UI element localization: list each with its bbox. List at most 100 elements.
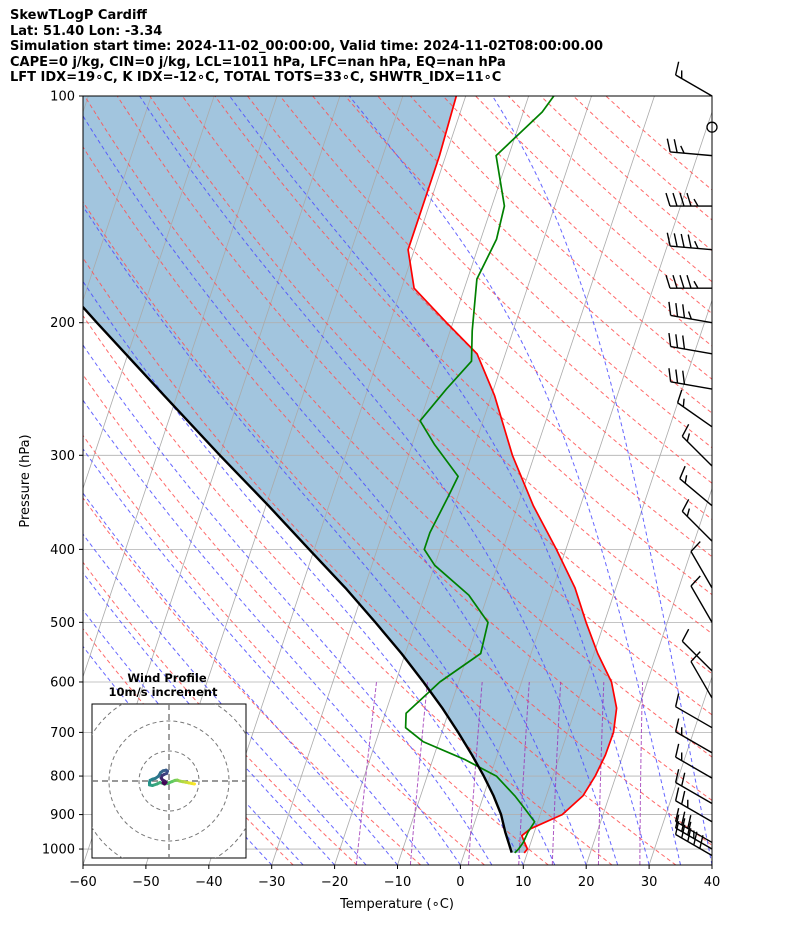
x-tick-label: 10 (515, 875, 532, 890)
barb-flag (673, 233, 678, 247)
barb-flag (682, 370, 686, 385)
moist-adiabat (83, 205, 556, 865)
y-tick-label: 300 (50, 449, 75, 464)
x-tick-label: −40 (195, 875, 222, 890)
barb-shaft (690, 551, 713, 589)
wind-barb (665, 192, 712, 207)
barb-flag (665, 192, 671, 207)
isotherm-line (83, 96, 89, 114)
wind-barbs (665, 61, 718, 857)
barb-flag (684, 475, 688, 484)
wind-barb (668, 368, 713, 390)
axis-ticks: −60 −50 −40 −30 −20 −10 0 10 20 30 40 100 200 300 400 5… (42, 90, 720, 891)
isotherm-line (83, 96, 278, 679)
profile-lines (83, 96, 618, 854)
dry-adiabat (83, 314, 613, 865)
hodograph-ring (138, 750, 200, 812)
wind-barb (665, 275, 712, 289)
dry-adiabats (83, 96, 712, 865)
y-tick-label: 600 (50, 675, 75, 690)
barb-shaft (690, 585, 713, 623)
wind-barb (674, 61, 713, 97)
barb-flag (674, 814, 680, 829)
dry-adiabat (377, 96, 712, 414)
x-tick-label: −30 (258, 875, 285, 890)
mixing-ratio-line (468, 681, 483, 865)
moist-adiabat (83, 609, 304, 865)
moist-adiabat (83, 492, 398, 865)
isotherm-line (83, 96, 152, 302)
barb-flag (674, 743, 680, 758)
wind-barb (674, 808, 713, 844)
barb-flag (679, 465, 686, 479)
barb-flag (693, 198, 699, 207)
barb-flag (679, 275, 685, 289)
calm-wind-circle (706, 121, 718, 133)
hodograph-ring (108, 720, 230, 842)
wind-barb (706, 121, 718, 133)
wind-barb (674, 769, 713, 805)
barb-flag (686, 275, 692, 289)
barb-flag (690, 651, 701, 663)
barb-flag (675, 369, 679, 384)
hodograph-content (92, 704, 246, 858)
barb-shaft (675, 706, 713, 729)
mixing-ratio-line (409, 681, 428, 865)
wind-barb (690, 575, 713, 623)
barb-flag (686, 508, 691, 517)
dry-adiabat (247, 96, 712, 558)
barb-flag (682, 398, 685, 407)
isotherm-line (585, 487, 712, 865)
dry-adiabat (83, 373, 549, 865)
x-tick-label: −10 (384, 875, 411, 890)
mixing-ratio-line (597, 681, 605, 865)
dry-adiabat (83, 200, 712, 846)
barb-flag (681, 811, 686, 826)
y-tick-label: 100 (50, 90, 75, 105)
isotherm-line (397, 96, 655, 865)
x-tick-label: −60 (69, 875, 96, 890)
barb-flag (686, 192, 692, 207)
barb-flag (674, 718, 680, 732)
barb-flag (674, 787, 680, 801)
moist-adiabat (139, 96, 619, 865)
y-tick-label: 800 (50, 770, 75, 785)
wind-barb (681, 499, 713, 542)
barb-flag (687, 821, 692, 836)
wind-barb (676, 389, 713, 428)
y-tick-label: 200 (50, 316, 75, 331)
barb-flag (666, 138, 671, 153)
dry-adiabat (84, 96, 712, 758)
barb-flag (672, 275, 678, 289)
isotherm-line (208, 96, 467, 865)
temperature-line (407, 96, 618, 854)
barb-flag (681, 818, 686, 832)
barb-shaft (690, 661, 713, 699)
x-tick-label: 30 (641, 875, 658, 890)
x-axis-label: Temperature (∘C) (339, 897, 454, 912)
barb-flag (681, 423, 690, 437)
barb-flag (682, 304, 686, 318)
figure-header: SkewTLogP Cardiff Lat: 51.40 Lon: -3.34 … (10, 8, 603, 86)
barb-flag (680, 233, 685, 248)
x-tick-label: 20 (578, 875, 595, 890)
dewpoint-line (404, 96, 555, 854)
barb-flag (681, 772, 686, 787)
moist-adiabat (83, 399, 461, 865)
y-tick-label: 400 (50, 543, 75, 558)
moist-adiabat (83, 533, 367, 865)
barb-flag (687, 234, 692, 249)
time-line: Simulation start time: 2024-11-02_00:00:… (10, 39, 603, 55)
moist-adiabat (348, 96, 681, 865)
y-tick-label: 1000 (42, 843, 75, 858)
isotherm-line (271, 96, 530, 865)
barb-flag (668, 332, 672, 347)
mixing-ratio-lines (355, 681, 644, 865)
wind-barb (690, 541, 713, 589)
hodograph-title: Wind Profile (127, 671, 207, 685)
barb-flag (682, 335, 686, 350)
barb-flag (694, 240, 699, 249)
wind-barb (668, 301, 713, 324)
wind-barb (668, 332, 713, 355)
